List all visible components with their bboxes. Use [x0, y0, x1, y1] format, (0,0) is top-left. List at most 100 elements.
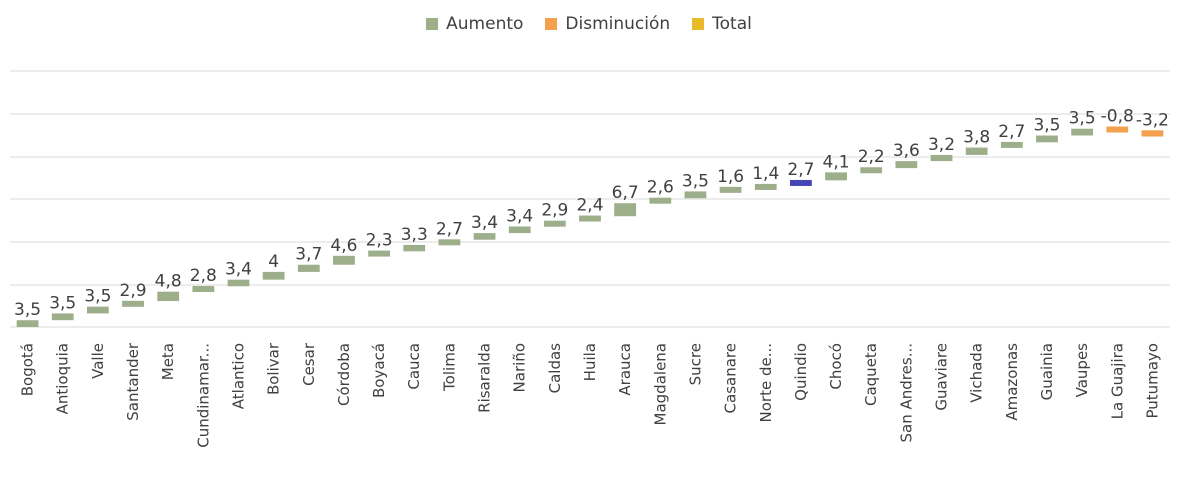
data-label-17: 2,4: [576, 196, 603, 216]
legend-label-disminucion: Disminución: [565, 14, 671, 34]
data-label-7: 3,4: [225, 260, 252, 280]
data-labels: 3,5 3,5 3,5 2,9 4,8 2,8 3,4 4 3,7 4,6 2,3 3,3 2,7 3,4…: [14, 107, 1169, 321]
x-tick-label-23: Quindio: [792, 343, 810, 401]
bar-13: [438, 239, 461, 246]
x-tick-label-18: Arauca: [616, 343, 634, 396]
data-label-14: 3,4: [471, 213, 498, 233]
data-label-3: 3,5: [84, 287, 111, 307]
x-tick-label-28: Vichada: [968, 343, 986, 403]
x-tick-label-15: Nariño: [511, 343, 529, 392]
data-label-9: 3,7: [295, 245, 322, 265]
data-label-19: 2,6: [647, 178, 674, 198]
x-tick-label-20: Sucre: [686, 343, 704, 385]
data-label-18: 6,7: [612, 183, 639, 203]
bars: [16, 126, 1164, 327]
data-label-12: 3,3: [401, 225, 428, 245]
data-label-23: 2,7: [787, 160, 814, 180]
x-tick-label-29: Amazonas: [1003, 343, 1021, 421]
bar-31: [1071, 128, 1094, 136]
bar-32: [1106, 126, 1129, 133]
x-tick-label-6: Cundinamar...: [194, 343, 212, 448]
x-tick-label-17: Huila: [581, 343, 599, 381]
x-tick-label-33: Putumayo: [1143, 343, 1161, 419]
x-tick-label-13: Tolima: [440, 343, 458, 392]
bar-15: [508, 226, 531, 234]
x-tick-label-19: Magdalena: [651, 343, 669, 425]
data-label-16: 2,9: [541, 201, 568, 221]
chart-legend: Aumento Disminución Total: [0, 14, 1178, 34]
data-label-25: 2,2: [858, 147, 885, 167]
x-tick-label-2: Antioquia: [54, 343, 72, 414]
bar-1: [16, 320, 39, 327]
x-tick-label-27: Guaviare: [933, 343, 951, 411]
legend-swatch-aumento: [426, 18, 439, 30]
data-label-1: 3,5: [14, 300, 41, 320]
data-label-27: 3,2: [928, 135, 955, 155]
data-label-4: 2,9: [120, 281, 147, 301]
bar-7: [227, 279, 250, 287]
x-tick-label-31: Vaupes: [1073, 343, 1091, 398]
x-tick-label-25: Caqueta: [862, 343, 880, 406]
bar-3: [86, 306, 109, 314]
bar-26: [895, 161, 918, 169]
bar-20: [684, 191, 707, 199]
x-tick-label-24: Chocó: [827, 343, 845, 390]
bar-2: [51, 313, 74, 321]
x-tick-label-12: Cauca: [405, 343, 423, 390]
x-tick-label-16: Caldas: [546, 343, 564, 394]
bar-33: [1141, 130, 1164, 137]
bar-11: [368, 250, 390, 257]
x-tick-label-3: Valle: [89, 343, 107, 379]
bar-4: [122, 300, 144, 307]
data-label-31: 3,5: [1069, 109, 1096, 129]
bar-28: [965, 147, 988, 155]
x-tick-label-30: Guainia: [1038, 343, 1056, 400]
x-tick-label-21: Casanare: [722, 343, 740, 413]
data-label-8: 4: [268, 252, 279, 272]
data-label-22: 1,4: [752, 164, 779, 184]
x-tick-label-22: Norte de...: [757, 343, 775, 423]
data-label-11: 2,3: [366, 231, 393, 251]
bar-14: [473, 233, 496, 240]
bar-10: [333, 255, 355, 265]
x-tick-label-11: Boyacá: [370, 343, 388, 398]
legend-swatch-disminucion: [545, 18, 558, 30]
bar-16: [543, 220, 566, 227]
data-label-24: 4,1: [823, 152, 850, 172]
bar-24: [825, 172, 847, 181]
bar-9: [297, 264, 320, 272]
x-tick-label-32: La Guajira: [1108, 343, 1126, 419]
data-label-30: 3,5: [1033, 116, 1060, 136]
data-label-10: 4,6: [330, 236, 357, 256]
data-label-5: 4,8: [155, 272, 182, 292]
bar-19: [649, 197, 672, 204]
data-label-13: 2,7: [436, 219, 463, 239]
x-tick-label-7: Atlantico: [229, 343, 247, 409]
x-tick-label-8: Bolivar: [265, 342, 283, 395]
bar-6: [192, 285, 215, 292]
data-label-15: 3,4: [506, 207, 533, 227]
data-label-2: 3,5: [49, 293, 76, 313]
legend-item-disminucion: Disminución: [545, 14, 670, 34]
bar-12: [403, 244, 426, 252]
x-tick-labels: Bogotá Antioquia Valle Santander Meta Cundina…: [19, 342, 1162, 448]
bar-8: [262, 271, 285, 280]
bar-18: [614, 203, 637, 217]
x-tick-label-5: Meta: [159, 343, 177, 380]
bar-17: [579, 215, 601, 222]
bar-5: [157, 291, 180, 302]
data-label-20: 3,5: [682, 171, 709, 191]
bar-25: [860, 167, 883, 174]
legend-label-aumento: Aumento: [446, 14, 524, 34]
data-label-21: 1,6: [717, 167, 744, 187]
x-tick-label-26: San Andres...: [897, 343, 915, 442]
data-label-33: -3,2: [1136, 110, 1169, 130]
gridlines: [10, 70, 1170, 328]
legend-item-total: Total: [692, 14, 752, 34]
bar-29: [1000, 141, 1023, 148]
legend-swatch-total: [692, 18, 705, 30]
legend-item-aumento: Aumento: [426, 14, 523, 34]
x-tick-label-14: Risaralda: [476, 343, 494, 413]
x-tick-label-9: Cesar: [300, 342, 318, 386]
